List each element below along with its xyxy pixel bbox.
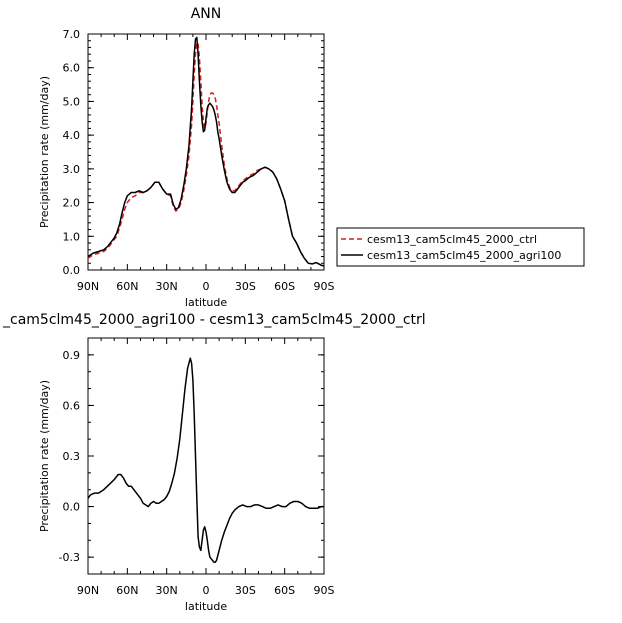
- legend-label-cesm13-cam5clm45-2000-agri100: cesm13_cam5clm45_2000_agri100: [367, 249, 561, 262]
- y-tick-label: -0.3: [59, 551, 80, 564]
- y-tick-label: 1.0: [63, 230, 81, 243]
- x-tick-label: 90N: [77, 280, 99, 293]
- y-tick-label: 2.0: [63, 197, 81, 210]
- series-line-cesm13-cam5clm45-2000-agri100: [87, 36, 325, 267]
- y-axis-label-2: Precipitation rate (mm/day): [38, 380, 51, 532]
- x-tick-label: 90N: [77, 584, 99, 597]
- y-tick-label: 0.0: [63, 501, 81, 514]
- y-tick-label: 4.0: [63, 129, 81, 142]
- x-tick-label: 0: [203, 280, 210, 293]
- x-tick-label: 60N: [116, 280, 138, 293]
- x-axis-label-2: latitude: [185, 600, 227, 613]
- legend: cesm13_cam5clm45_2000_ctrl cesm13_cam5clm…: [336, 227, 585, 267]
- y-tick-label: 5.0: [63, 95, 81, 108]
- x-tick-label: 60N: [116, 584, 138, 597]
- x-axis-label-1: latitude: [185, 296, 227, 309]
- y-tick-label: 3.0: [63, 163, 81, 176]
- chart-title-2: _cam5clm45_2000_agri100 - cesm13_cam5clm…: [2, 312, 426, 328]
- x-tick-label: 90S: [314, 584, 335, 597]
- y-tick-label: 0.3: [63, 450, 81, 463]
- x-tick-label: 90S: [314, 280, 335, 293]
- x-tick-label: 60S: [274, 584, 295, 597]
- legend-label-cesm13-cam5clm45-2000-ctrl: cesm13_cam5clm45_2000_ctrl: [367, 233, 537, 246]
- legend-box: [336, 227, 585, 267]
- plot-frame-2: [87, 337, 325, 575]
- y-tick-label: 0.9: [63, 349, 81, 362]
- x-tick-label: 0: [203, 584, 210, 597]
- x-tick-label: 30N: [156, 280, 178, 293]
- y-tick-label: 0.0: [63, 264, 81, 277]
- y-axis-label-1: Precipitation rate (mm/day): [38, 76, 51, 228]
- x-tick-label: 30S: [235, 584, 256, 597]
- y-tick-label: 6.0: [63, 62, 81, 75]
- x-tick-label: 60S: [274, 280, 295, 293]
- plot-frame-1: [87, 33, 325, 271]
- series-line-cesm13-cam5clm45-2000-ctrl: [87, 41, 325, 267]
- series-line-difference: [87, 357, 324, 563]
- y-tick-label: 7.0: [63, 28, 81, 41]
- x-tick-label: 30N: [156, 584, 178, 597]
- chart-title-1: ANN: [191, 6, 222, 22]
- y-tick-label: 0.6: [63, 399, 81, 412]
- x-tick-label: 30S: [235, 280, 256, 293]
